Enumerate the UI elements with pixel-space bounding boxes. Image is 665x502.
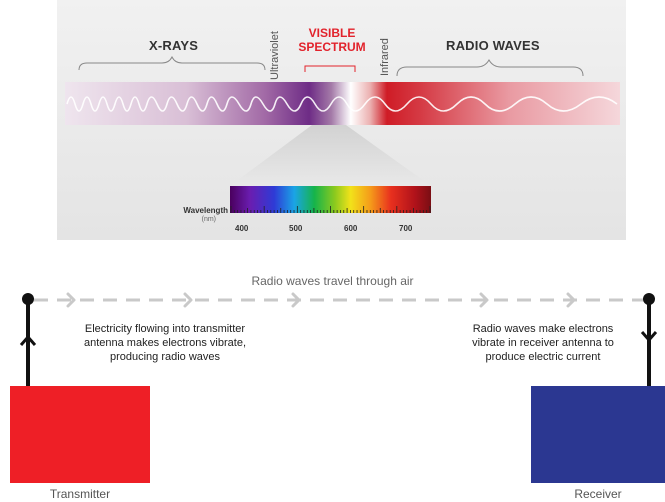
tick-700: 700 xyxy=(399,224,413,233)
direction-chevrons xyxy=(66,292,576,308)
xrays-brace xyxy=(78,55,266,71)
wave-line xyxy=(66,96,618,112)
radio-heading: Radio waves travel through air xyxy=(251,274,414,288)
tick-400: 400 xyxy=(235,224,249,233)
visible-brace xyxy=(304,65,356,72)
visible-line1: VISIBLE xyxy=(308,26,356,40)
radio-waves-label: RADIO WAVES xyxy=(446,38,540,53)
receiver-caption-line: Radio waves make electrons xyxy=(472,323,614,335)
xrays-label: X-RAYS xyxy=(149,38,199,53)
transmitter-caption-line: Electricity flowing into transmitter xyxy=(84,323,246,335)
transmitter-caption: Electricity flowing into transmitter ant… xyxy=(40,322,290,364)
receiver-label: Receiver xyxy=(574,487,622,501)
wavelength-ruler xyxy=(230,206,431,213)
receiver-caption-line: vibrate in receiver antenna to xyxy=(472,337,614,349)
visible-spectrum-label: VISIBLE SPECTRUM xyxy=(297,26,367,54)
transmitter-label: Transmitter xyxy=(49,487,111,501)
transmitter-caption-line: producing radio waves xyxy=(109,351,221,363)
tick-600: 600 xyxy=(344,224,358,233)
radio-brace xyxy=(396,58,584,77)
spectrum-graphic xyxy=(65,55,620,213)
transmitter-caption-line: antenna makes electrons vibrate, xyxy=(83,337,247,349)
receiver-caption-line: produce electric current xyxy=(485,351,601,363)
wavelength-caption: Wavelength (nm) xyxy=(176,206,228,224)
tick-500: 500 xyxy=(289,224,303,233)
receiver-antenna-tip xyxy=(643,293,655,305)
spectrum-cone xyxy=(230,125,431,186)
receiver-caption: Radio waves make electrons vibrate in re… xyxy=(448,322,638,364)
receiver-arrow xyxy=(640,331,658,343)
spectrum-panel: X-RAYS Ultraviolet VISIBLE SPECTRUM Infr… xyxy=(57,0,626,240)
receiver-box xyxy=(531,386,665,483)
visible-line2: SPECTRUM xyxy=(298,40,366,54)
wavelength-label: Wavelength xyxy=(183,206,228,215)
transmitter-box xyxy=(10,386,150,483)
transmitter-arrow xyxy=(19,334,37,346)
wavelength-unit: (nm) xyxy=(201,216,216,223)
transmitter-antenna-tip xyxy=(22,293,34,305)
